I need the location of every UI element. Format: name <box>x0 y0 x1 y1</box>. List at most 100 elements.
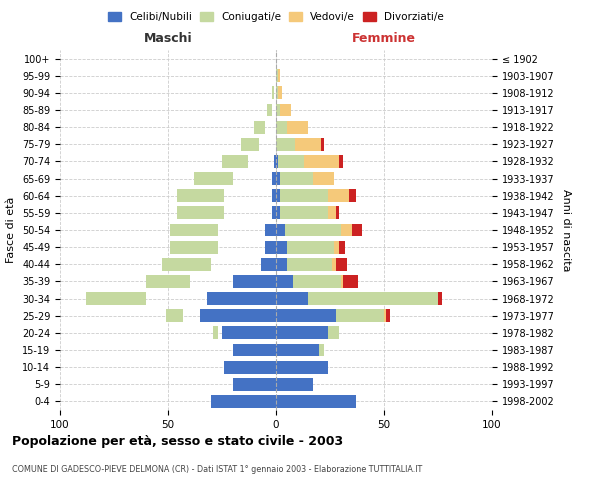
Bar <box>233 378 276 390</box>
Text: Popolazione per età, sesso e stato civile - 2003: Popolazione per età, sesso e stato civil… <box>12 435 343 448</box>
Bar <box>319 344 323 356</box>
Bar <box>146 275 190 288</box>
Bar <box>218 206 220 220</box>
Bar <box>295 138 322 150</box>
Y-axis label: Anni di nascita: Anni di nascita <box>561 188 571 271</box>
Bar <box>276 138 295 150</box>
Bar <box>276 378 313 390</box>
Bar <box>337 258 347 270</box>
Bar <box>276 292 308 305</box>
Bar <box>276 344 319 356</box>
Bar <box>438 292 442 305</box>
Bar <box>224 360 276 374</box>
Bar <box>194 172 233 185</box>
Bar <box>176 190 224 202</box>
Bar <box>220 206 222 220</box>
Bar <box>278 70 280 82</box>
Bar <box>220 190 222 202</box>
Bar <box>86 292 146 305</box>
Bar <box>254 120 265 134</box>
Bar <box>287 240 334 254</box>
Bar <box>276 86 278 100</box>
Bar <box>272 172 276 185</box>
Bar <box>278 155 304 168</box>
Bar <box>276 104 280 117</box>
Bar <box>265 224 276 236</box>
Bar <box>170 240 218 254</box>
Text: COMUNE DI GADESCO-PIEVE DELMONA (CR) - Dati ISTAT 1° gennaio 2003 - Elaborazione: COMUNE DI GADESCO-PIEVE DELMONA (CR) - D… <box>12 465 422 474</box>
Bar <box>278 86 283 100</box>
Bar <box>241 138 259 150</box>
Bar <box>142 292 144 305</box>
Bar <box>205 224 211 236</box>
Bar <box>211 395 276 408</box>
Bar <box>276 172 280 185</box>
Bar <box>276 155 278 168</box>
Bar <box>274 155 276 168</box>
Bar <box>276 206 280 220</box>
Bar <box>343 275 358 288</box>
Bar <box>276 360 328 374</box>
Bar <box>276 310 337 322</box>
Bar <box>386 310 391 322</box>
Bar <box>338 240 345 254</box>
Bar <box>272 190 276 202</box>
Bar <box>332 258 337 270</box>
Bar <box>222 326 276 340</box>
Bar <box>337 310 384 322</box>
Bar <box>328 206 337 220</box>
Bar <box>284 224 341 236</box>
Bar <box>276 70 278 82</box>
Bar <box>328 190 349 202</box>
Bar <box>308 292 438 305</box>
Bar <box>276 258 287 270</box>
Bar <box>384 310 386 322</box>
Bar <box>349 190 356 202</box>
Text: Femmine: Femmine <box>352 32 416 45</box>
Bar <box>341 224 352 236</box>
Bar <box>261 120 263 134</box>
Bar <box>280 172 313 185</box>
Bar <box>352 224 362 236</box>
Bar <box>287 258 332 270</box>
Bar <box>293 275 341 288</box>
Bar <box>233 344 276 356</box>
Bar <box>268 104 272 117</box>
Bar <box>276 190 280 202</box>
Bar <box>233 275 276 288</box>
Bar <box>280 104 291 117</box>
Bar <box>280 190 328 202</box>
Bar <box>328 326 338 340</box>
Bar <box>276 275 293 288</box>
Bar <box>170 224 218 236</box>
Bar <box>214 190 218 202</box>
Bar <box>276 120 287 134</box>
Bar <box>161 258 211 270</box>
Bar <box>334 240 338 254</box>
Bar <box>276 240 287 254</box>
Bar <box>222 155 248 168</box>
Bar <box>214 326 218 340</box>
Bar <box>207 258 209 270</box>
Bar <box>254 138 257 150</box>
Bar <box>338 155 343 168</box>
Bar <box>313 172 334 185</box>
Bar <box>322 138 323 150</box>
Bar <box>272 86 274 100</box>
Bar <box>261 258 276 270</box>
Bar <box>276 224 284 236</box>
Text: Maschi: Maschi <box>143 32 193 45</box>
Bar <box>341 275 343 288</box>
Bar <box>280 206 328 220</box>
Y-axis label: Fasce di età: Fasce di età <box>7 197 16 263</box>
Bar <box>200 310 276 322</box>
Legend: Celibi/Nubili, Coniugati/e, Vedovi/e, Divorziati/e: Celibi/Nubili, Coniugati/e, Vedovi/e, Di… <box>104 8 448 26</box>
Bar <box>337 206 338 220</box>
Bar <box>276 326 328 340</box>
Bar <box>209 240 214 254</box>
Bar <box>276 395 356 408</box>
Bar <box>304 155 338 168</box>
Bar <box>265 240 276 254</box>
Bar <box>207 292 276 305</box>
Bar <box>287 120 308 134</box>
